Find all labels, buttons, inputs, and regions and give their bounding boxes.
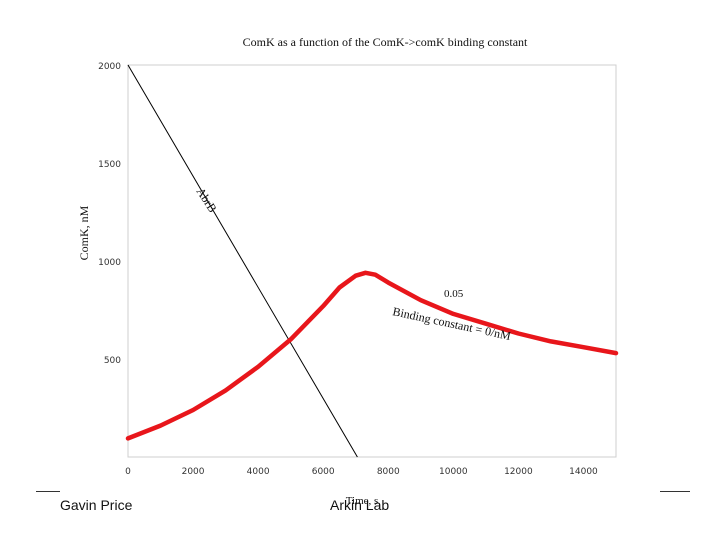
footer-rule-left bbox=[36, 491, 60, 492]
y-tick-label: 1500 bbox=[98, 160, 121, 170]
x-axis-ticks: 0 2000 4000 6000 8000 10000 12000 14000 bbox=[125, 467, 598, 477]
plot-frame bbox=[127, 64, 617, 458]
footer-author: Gavin Price bbox=[60, 497, 133, 513]
y-tick-label: 1000 bbox=[98, 258, 121, 268]
x-tick-label: 8000 bbox=[377, 467, 400, 477]
y-axis-label: ComK, nM bbox=[77, 205, 91, 260]
series-line-comk bbox=[125, 270, 619, 441]
chart-title: ComK as a function of the ComK->comK bin… bbox=[243, 35, 528, 49]
x-tick-label: 14000 bbox=[569, 467, 598, 477]
x-tick-label: 2000 bbox=[182, 467, 205, 477]
x-tick-label: 12000 bbox=[504, 467, 533, 477]
x-tick-label: 10000 bbox=[439, 467, 468, 477]
x-tick-label: 0 bbox=[125, 467, 131, 477]
footer-rule-right bbox=[660, 491, 690, 492]
annotation-value: 0.05 bbox=[444, 288, 464, 300]
x-tick-label: 4000 bbox=[247, 467, 270, 477]
annotation-abrb: AbrB bbox=[193, 185, 219, 215]
x-tick-label: 6000 bbox=[312, 467, 335, 477]
y-axis-ticks: 500 1000 1500 2000 bbox=[98, 62, 121, 366]
footer-lab: Arkin Lab bbox=[330, 497, 390, 513]
y-tick-label: 500 bbox=[104, 356, 121, 366]
y-tick-label: 2000 bbox=[98, 62, 121, 72]
x-axis-label: Time, s bbox=[346, 495, 379, 507]
annotation-binding-constant: Binding constant = 0/nM bbox=[391, 304, 512, 343]
series-line-abrb bbox=[127, 64, 358, 458]
